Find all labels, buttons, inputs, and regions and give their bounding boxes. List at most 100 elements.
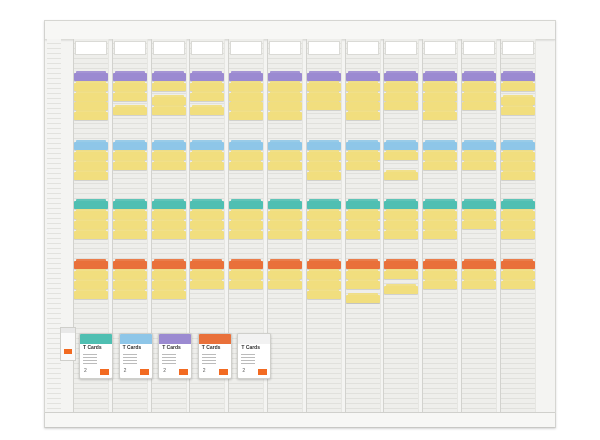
- t-card-purple[interactable]: [462, 70, 496, 81]
- t-card-yellow[interactable]: [500, 80, 535, 91]
- t-card-blue[interactable]: [190, 140, 225, 150]
- t-card-yellow[interactable]: [306, 278, 341, 289]
- t-card-yellow[interactable]: [306, 209, 341, 220]
- t-card-purple[interactable]: [500, 70, 535, 81]
- t-card-yellow[interactable]: [345, 110, 380, 121]
- t-card-yellow[interactable]: [423, 100, 458, 111]
- t-card-yellow[interactable]: [306, 169, 341, 180]
- t-card-blue[interactable]: [345, 140, 380, 150]
- t-card-yellow[interactable]: [229, 100, 264, 111]
- t-card-yellow[interactable]: [112, 209, 147, 220]
- t-card-purple[interactable]: [151, 70, 186, 81]
- t-card-pack[interactable]: T Cards 2: [79, 333, 113, 379]
- t-card-purple[interactable]: [190, 70, 225, 81]
- t-card-teal[interactable]: [190, 199, 225, 210]
- t-card-purple[interactable]: [345, 70, 380, 81]
- t-card-yellow[interactable]: [306, 80, 341, 91]
- t-card-yellow[interactable]: [306, 268, 341, 279]
- t-card-yellow[interactable]: [345, 278, 380, 289]
- t-card-yellow[interactable]: [345, 229, 380, 240]
- t-card-orange[interactable]: [345, 258, 380, 269]
- t-card-orange[interactable]: [268, 258, 302, 269]
- t-card-yellow[interactable]: [500, 95, 535, 106]
- t-card-teal[interactable]: [306, 199, 341, 210]
- t-card-yellow[interactable]: [384, 283, 419, 294]
- t-card-blue[interactable]: [112, 140, 147, 150]
- t-card-blue[interactable]: [500, 140, 535, 150]
- t-card-yellow[interactable]: [190, 105, 225, 116]
- t-card-purple[interactable]: [268, 70, 302, 81]
- t-card-yellow[interactable]: [151, 149, 186, 160]
- t-card-yellow[interactable]: [384, 229, 419, 240]
- t-card-yellow[interactable]: [190, 229, 225, 240]
- t-card-yellow[interactable]: [306, 90, 341, 101]
- t-card-yellow[interactable]: [268, 159, 302, 170]
- t-card-orange[interactable]: [229, 258, 264, 269]
- t-card-yellow[interactable]: [190, 209, 225, 220]
- t-card-yellow[interactable]: [306, 100, 341, 111]
- t-card-yellow[interactable]: [384, 149, 419, 160]
- t-card-yellow[interactable]: [151, 209, 186, 220]
- t-card-yellow[interactable]: [268, 278, 302, 289]
- t-card-teal[interactable]: [462, 199, 496, 210]
- t-card-yellow[interactable]: [151, 288, 186, 299]
- t-card-yellow[interactable]: [151, 159, 186, 170]
- t-card-yellow[interactable]: [151, 219, 186, 230]
- t-card-purple[interactable]: [306, 70, 341, 81]
- t-card-orange[interactable]: [74, 258, 108, 269]
- t-card-yellow[interactable]: [500, 209, 535, 220]
- t-card-yellow[interactable]: [229, 90, 264, 101]
- t-card-yellow[interactable]: [462, 219, 496, 230]
- t-card-teal[interactable]: [423, 199, 458, 210]
- t-card-yellow[interactable]: [345, 209, 380, 220]
- t-card-yellow[interactable]: [74, 110, 108, 121]
- t-card-yellow[interactable]: [268, 90, 302, 101]
- t-card-yellow[interactable]: [500, 169, 535, 180]
- t-card-yellow[interactable]: [500, 278, 535, 289]
- t-card-purple[interactable]: [384, 70, 419, 81]
- t-card-yellow[interactable]: [423, 219, 458, 230]
- t-card-yellow[interactable]: [190, 159, 225, 170]
- t-card-yellow[interactable]: [345, 90, 380, 101]
- t-card-pack[interactable]: T Cards 2: [118, 333, 153, 379]
- t-card-yellow[interactable]: [112, 219, 147, 230]
- t-card-yellow[interactable]: [190, 90, 225, 101]
- t-card-yellow[interactable]: [268, 268, 302, 279]
- t-card-yellow[interactable]: [462, 100, 496, 111]
- t-card-yellow[interactable]: [151, 229, 186, 240]
- t-card-yellow[interactable]: [74, 100, 108, 111]
- t-card-blue[interactable]: [384, 140, 419, 150]
- t-card-purple[interactable]: [74, 70, 108, 81]
- t-card-yellow[interactable]: [500, 149, 535, 160]
- t-card-yellow[interactable]: [112, 80, 147, 91]
- t-card-yellow[interactable]: [500, 268, 535, 279]
- t-card-yellow[interactable]: [112, 105, 147, 116]
- t-card-blue[interactable]: [74, 140, 108, 150]
- t-card-yellow[interactable]: [268, 229, 302, 240]
- t-card-yellow[interactable]: [423, 209, 458, 220]
- t-card-yellow[interactable]: [500, 219, 535, 230]
- t-card-teal[interactable]: [229, 199, 264, 210]
- t-card-pack[interactable]: T Cards 2: [158, 333, 193, 379]
- t-card-yellow[interactable]: [229, 219, 264, 230]
- t-card-yellow[interactable]: [423, 110, 458, 121]
- t-card-yellow[interactable]: [229, 149, 264, 160]
- t-card-blue[interactable]: [268, 140, 302, 150]
- t-card-yellow[interactable]: [74, 159, 108, 170]
- t-card-yellow[interactable]: [423, 149, 458, 160]
- t-card-yellow[interactable]: [112, 268, 147, 279]
- t-card-yellow[interactable]: [384, 80, 419, 91]
- t-card-yellow[interactable]: [306, 159, 341, 170]
- t-card-yellow[interactable]: [423, 159, 458, 170]
- t-card-yellow[interactable]: [190, 80, 225, 91]
- t-card-orange[interactable]: [500, 258, 535, 269]
- t-card-teal[interactable]: [74, 199, 108, 210]
- t-card-orange[interactable]: [190, 258, 225, 269]
- t-card-yellow[interactable]: [423, 229, 458, 240]
- t-card-yellow[interactable]: [462, 209, 496, 220]
- t-card-yellow[interactable]: [462, 90, 496, 101]
- t-card-yellow[interactable]: [306, 219, 341, 230]
- t-card-orange[interactable]: [306, 258, 341, 269]
- t-card-yellow[interactable]: [268, 219, 302, 230]
- t-card-yellow[interactable]: [190, 219, 225, 230]
